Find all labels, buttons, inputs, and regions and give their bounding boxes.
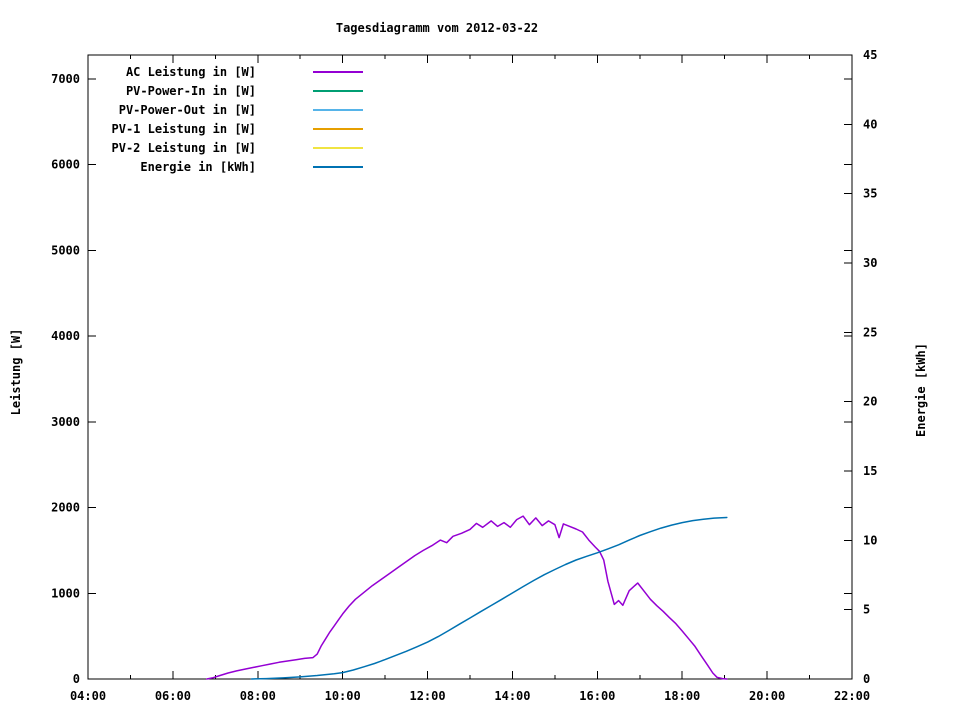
svg-text:5: 5 bbox=[863, 603, 870, 617]
svg-text:0: 0 bbox=[863, 672, 870, 686]
legend-color-line bbox=[313, 89, 363, 92]
legend-item: Energie in [kWh] bbox=[96, 157, 363, 176]
svg-text:6000: 6000 bbox=[51, 158, 80, 172]
legend-item: PV-2 Leistung in [W] bbox=[96, 138, 363, 157]
svg-text:20:00: 20:00 bbox=[749, 689, 785, 703]
legend-item: PV-Power-Out in [W] bbox=[96, 100, 363, 119]
svg-text:2000: 2000 bbox=[51, 501, 80, 515]
legend: AC Leistung in [W] PV-Power-In in [W] PV… bbox=[96, 62, 363, 176]
legend-color-line bbox=[313, 70, 363, 73]
svg-text:4000: 4000 bbox=[51, 329, 80, 343]
chart-title: Tagesdiagramm vom 2012-03-22 bbox=[335, 21, 539, 35]
svg-text:20: 20 bbox=[863, 395, 877, 409]
svg-text:10:00: 10:00 bbox=[325, 689, 361, 703]
svg-text:08:00: 08:00 bbox=[240, 689, 276, 703]
svg-text:18:00: 18:00 bbox=[664, 689, 700, 703]
legend-item: PV-1 Leistung in [W] bbox=[96, 119, 363, 138]
svg-text:10: 10 bbox=[863, 533, 877, 547]
legend-color-line bbox=[313, 127, 363, 130]
svg-text:35: 35 bbox=[863, 187, 877, 201]
legend-label: PV-1 Leistung in [W] bbox=[111, 121, 257, 136]
legend-item: AC Leistung in [W] bbox=[96, 62, 363, 81]
svg-text:1000: 1000 bbox=[51, 586, 80, 600]
svg-text:15: 15 bbox=[863, 464, 877, 478]
legend-color-line bbox=[313, 108, 363, 111]
svg-text:0: 0 bbox=[73, 672, 80, 686]
legend-label: PV-Power-In in [W] bbox=[125, 83, 256, 98]
svg-text:5000: 5000 bbox=[51, 243, 80, 257]
legend-label: PV-2 Leistung in [W] bbox=[111, 140, 257, 155]
legend-label: AC Leistung in [W] bbox=[125, 64, 256, 79]
svg-text:04:00: 04:00 bbox=[70, 689, 106, 703]
svg-text:25: 25 bbox=[863, 325, 877, 339]
svg-text:45: 45 bbox=[863, 48, 877, 62]
svg-text:16:00: 16:00 bbox=[579, 689, 615, 703]
svg-text:40: 40 bbox=[863, 117, 877, 131]
svg-text:14:00: 14:00 bbox=[494, 689, 530, 703]
legend-label: Energie in [kWh] bbox=[140, 159, 256, 174]
svg-text:12:00: 12:00 bbox=[409, 689, 445, 703]
svg-text:3000: 3000 bbox=[51, 415, 80, 429]
legend-label: PV-Power-Out in [W] bbox=[118, 102, 256, 117]
legend-color-line bbox=[313, 146, 363, 149]
legend-color-line bbox=[313, 165, 363, 168]
svg-text:22:00: 22:00 bbox=[834, 689, 870, 703]
svg-text:7000: 7000 bbox=[51, 72, 80, 86]
svg-text:06:00: 06:00 bbox=[155, 689, 191, 703]
legend-item: PV-Power-In in [W] bbox=[96, 81, 363, 100]
svg-text:30: 30 bbox=[863, 256, 877, 270]
